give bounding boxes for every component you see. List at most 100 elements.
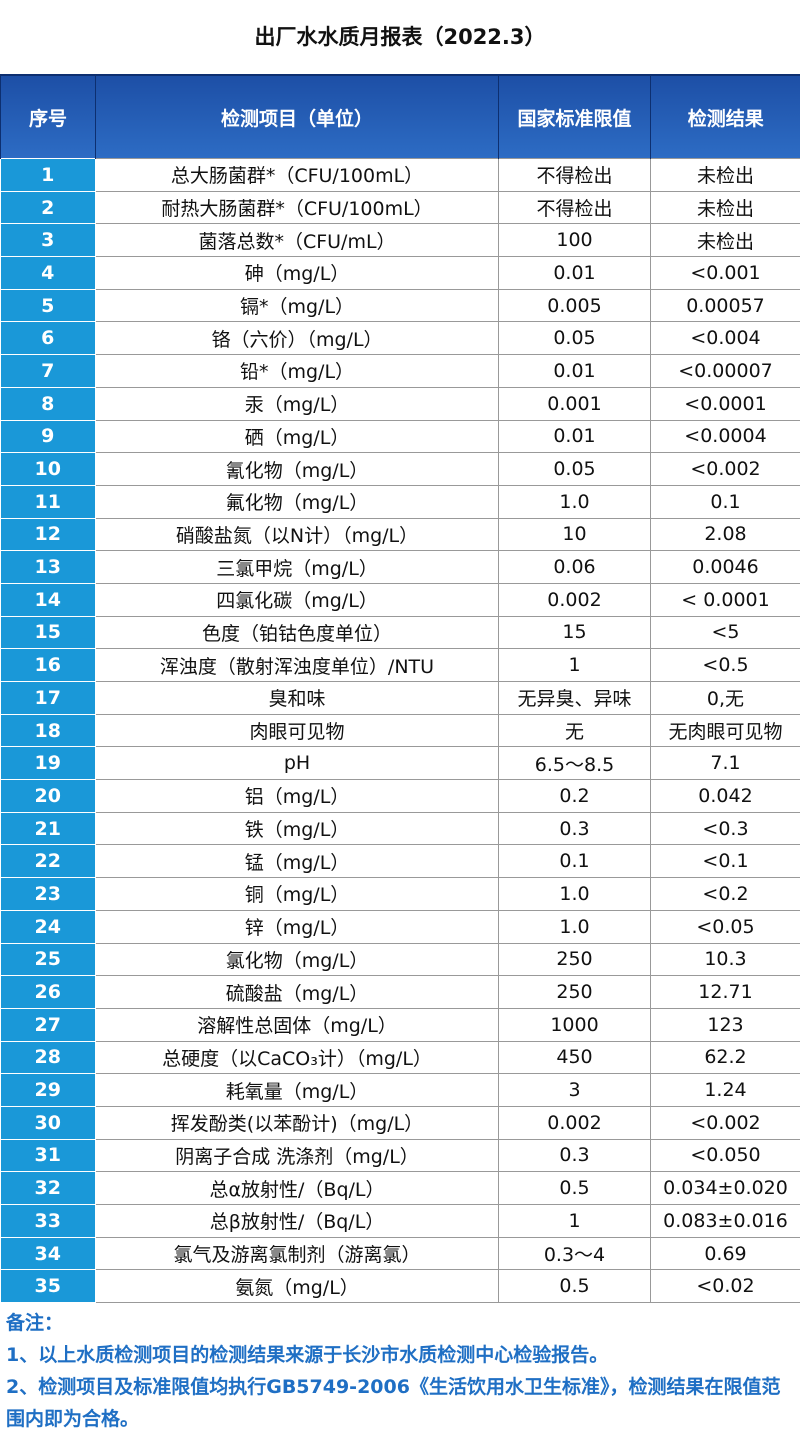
cell: 不得检出: [498, 190, 651, 225]
table-row: 22 锰（mg/L） 0.1 <0.1: [0, 844, 800, 879]
cell: 无: [498, 713, 651, 748]
cell: 耗氧量（mg/L）: [95, 1073, 499, 1107]
row-index: 6: [0, 321, 96, 356]
cell: <0.001: [650, 256, 800, 290]
cell: <0.00007: [650, 354, 800, 388]
cell: 硝酸盐氮（以N计）（mg/L）: [95, 517, 499, 552]
cell: 菌落总数*（CFU/mL）: [95, 223, 499, 258]
cell: 100: [498, 223, 651, 258]
table-row: 30 挥发酚类(以苯酚计)（mg/L） 0.002 <0.002: [0, 1105, 800, 1140]
cell: 铬（六价）（mg/L）: [95, 321, 499, 356]
cell: <0.2: [650, 877, 800, 911]
table-row: 2 耐热大肠菌群*（CFU/100mL） 不得检出 未检出: [0, 190, 800, 225]
row-index: 8: [0, 386, 96, 421]
table-row: 29 耗氧量（mg/L） 3 1.24: [0, 1073, 800, 1107]
row-index: 15: [0, 615, 96, 650]
table-row: 32 总α放射性/（Bq/L） 0.5 0.034±0.020: [0, 1171, 800, 1205]
cell: 0.002: [498, 582, 651, 617]
cell: 12.71: [650, 975, 800, 1009]
cell: 硫酸盐（mg/L）: [95, 975, 499, 1009]
cell: 硒（mg/L）: [95, 419, 499, 454]
cell: <0.1: [650, 844, 800, 879]
row-index: 16: [0, 648, 96, 682]
row-index: 30: [0, 1105, 96, 1140]
cell: 铅*（mg/L）: [95, 354, 499, 388]
row-index: 3: [0, 223, 96, 258]
report-table: 序号 检测项目（单位） 国家标准限值 检测结果 1 总大肠菌群*（CFU/100mL）不…: [0, 74, 800, 1304]
cell: 450: [498, 1040, 651, 1075]
cell: <0.0001: [650, 386, 800, 421]
table-row: 14 四氯化碳（mg/L） 0.002 < 0.0001: [0, 582, 800, 617]
cell: <0.002: [650, 1105, 800, 1140]
cell: 0.01: [498, 419, 651, 454]
table-row: 19 pH 6.5～8.5 7.1: [0, 746, 800, 781]
table-row: 15 色度（铂钴色度单位） 15 <5: [0, 615, 800, 650]
table-row: 10 氰化物（mg/L） 0.05 <0.002: [0, 452, 800, 486]
cell: 0.69: [650, 1236, 800, 1271]
cell: 0.042: [650, 779, 800, 813]
row-index: 26: [0, 975, 96, 1009]
cell: 0.5: [498, 1171, 651, 1205]
cell: 15: [498, 615, 651, 650]
cell: 四氯化碳（mg/L）: [95, 582, 499, 617]
cell: <0.3: [650, 811, 800, 846]
cell: 氯气及游离氯制剂（游离氯）: [95, 1236, 499, 1271]
cell: 1.0: [498, 909, 651, 944]
cell: 2.08: [650, 517, 800, 552]
cell: 250: [498, 942, 651, 977]
cell: 0.3～4: [498, 1236, 651, 1271]
cell: 锰（mg/L）: [95, 844, 499, 879]
table-row: 5 镉*（mg/L） 0.005 0.00057: [0, 288, 800, 323]
cell: 3: [498, 1073, 651, 1107]
cell: <0.002: [650, 452, 800, 486]
cell: 10: [498, 517, 651, 552]
table-row: 23 铜（mg/L） 1.0 <0.2: [0, 877, 800, 911]
cell: 氯化物（mg/L）: [95, 942, 499, 977]
table-row: 7 铅*（mg/L） 0.01 <0.00007: [0, 354, 800, 388]
table-row: 3 菌落总数*（CFU/mL） 100 未检出: [0, 223, 800, 258]
cell: 无肉眼可见物: [650, 713, 800, 748]
row-index: 23: [0, 877, 96, 911]
row-index: 14: [0, 582, 96, 617]
header-cell: 检测结果: [650, 74, 800, 159]
table-row: 8 汞（mg/L） 0.001 <0.0001: [0, 386, 800, 421]
cell: 铜（mg/L）: [95, 877, 499, 911]
cell: 0.01: [498, 354, 651, 388]
table-row: 1 总大肠菌群*（CFU/100mL） 不得检出 未检出: [0, 158, 800, 192]
header-cell: 国家标准限值: [498, 74, 651, 159]
table-row: 18 肉眼可见物无无肉眼可见物: [0, 713, 800, 748]
title: 出厂水水质月报表（2022.3）: [254, 25, 546, 49]
cell: 肉眼可见物: [95, 713, 499, 748]
cell: 0.1: [498, 844, 651, 879]
cell: 总α放射性/（Bq/L）: [95, 1171, 499, 1205]
row-index: 34: [0, 1236, 96, 1271]
cell: 耐热大肠菌群*（CFU/100mL）: [95, 190, 499, 225]
cell: 1.24: [650, 1073, 800, 1107]
row-index: 18: [0, 713, 96, 748]
table-row: 16 浑浊度（散射浑浊度单位）/NTU 1 <0.5: [0, 648, 800, 682]
cell: 10.3: [650, 942, 800, 977]
cell: 0.2: [498, 779, 651, 813]
row-index: 24: [0, 909, 96, 944]
table-row: 9 硒（mg/L） 0.01 <0.0004: [0, 419, 800, 454]
cell: 123: [650, 1007, 800, 1042]
table-row: 20 铝（mg/L） 0.2 0.042: [0, 779, 800, 813]
table-row: 4 砷（mg/L） 0.01 <0.001: [0, 256, 800, 290]
cell: 0.00057: [650, 288, 800, 323]
cell: 0.06: [498, 550, 651, 584]
cell: 未检出: [650, 223, 800, 258]
cell: 0,无: [650, 681, 800, 715]
row-index: 25: [0, 942, 96, 977]
note-item: 1、以上水质检测项目的检测结果来源于长沙市水质检测中心检验报告。: [6, 1344, 609, 1367]
cell: 色度（铂钴色度单位）: [95, 615, 499, 650]
table-row: 13 三氯甲烷（mg/L） 0.06 0.0046: [0, 550, 800, 584]
cell: 0.05: [498, 452, 651, 486]
cell: 1.0: [498, 484, 651, 519]
cell: 0.001: [498, 386, 651, 421]
cell: 0.083±0.016: [650, 1204, 800, 1238]
cell: 铁（mg/L）: [95, 811, 499, 846]
cell: 溶解性总固体（mg/L）: [95, 1007, 499, 1042]
cell: 250: [498, 975, 651, 1009]
cell: <0.05: [650, 909, 800, 944]
